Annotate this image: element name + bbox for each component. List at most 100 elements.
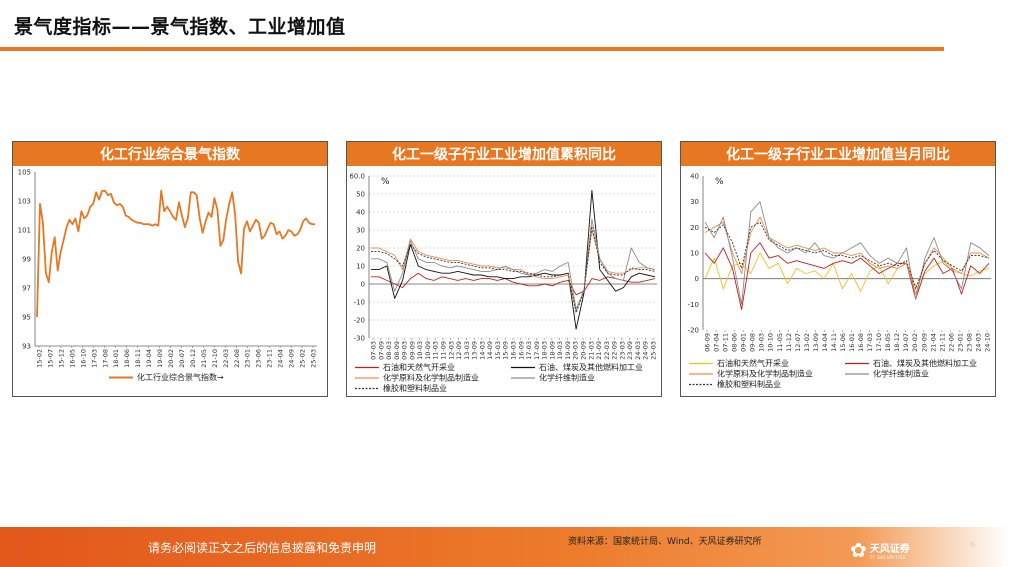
legend-label: 化工行业综合景气指数→ — [137, 372, 224, 382]
x-tick-label: 13-09 — [471, 341, 479, 360]
y-tick-label: -20 — [688, 327, 699, 335]
y-tick-label: 95 — [22, 314, 31, 322]
x-tick-label: 20-09 — [920, 333, 928, 352]
x-tick-label: 21-10 — [211, 349, 219, 368]
x-tick-label: 09-01 — [740, 333, 748, 352]
x-tick-label: 10-03 — [416, 341, 424, 360]
x-tick-label: 13-03 — [463, 341, 471, 360]
chart-title-monthly-yoy: 化工一级子行业工业增加值当月同比 — [681, 142, 995, 166]
logo-flower-icon: ✿ — [850, 538, 867, 562]
x-tick-label: 12-03 — [447, 341, 455, 360]
x-tick-label: 15-02 — [36, 349, 44, 368]
legend-label: 化学原料及化学制品制造业 — [717, 369, 813, 379]
series-line-2 — [704, 242, 990, 310]
x-tick-label: 13-02 — [803, 333, 811, 352]
x-tick-label: 13-09 — [812, 333, 820, 352]
x-tick-label: 17-10 — [875, 333, 883, 352]
x-tick-label: 14-11 — [830, 333, 838, 352]
x-tick-label: 10-10 — [767, 333, 775, 352]
y-tick-label: -10 — [688, 301, 699, 309]
x-tick-label: 21-04 — [929, 333, 937, 352]
y-tick-label: 0 — [361, 281, 365, 289]
x-tick-label: 14-04 — [821, 333, 829, 352]
x-tick-label: 23-06 — [255, 349, 263, 368]
x-tick-label: 24-10 — [984, 333, 992, 352]
x-tick-label: 25-02 — [299, 349, 307, 368]
x-tick-label: 18-05 — [884, 333, 892, 352]
unit-label: % — [381, 177, 390, 187]
x-tick-label: 19-04 — [145, 349, 153, 368]
x-tick-label: 23-11 — [266, 349, 274, 368]
series-line-5 — [704, 221, 990, 290]
x-tick-label: 24-03 — [974, 333, 982, 352]
x-tick-label: 16-08 — [857, 333, 865, 352]
y-tick-label: 20 — [356, 245, 365, 253]
x-tick-label: 17-08 — [101, 349, 109, 368]
x-tick-label: 17-09 — [533, 341, 541, 360]
y-tick-label: 20 — [690, 224, 699, 232]
logo-text-cn: 天风证券 — [869, 544, 910, 555]
x-tick-label: 22-08 — [233, 349, 241, 368]
y-tick-label: 40 — [356, 209, 365, 217]
series-line-1 — [36, 189, 315, 318]
y-tick-label: 50 — [356, 191, 365, 199]
x-tick-label: 07-04 — [713, 333, 721, 352]
x-tick-label: 16-10 — [79, 349, 87, 368]
x-tick-label: 19-07 — [902, 333, 910, 352]
x-tick-label: 07-09 — [377, 341, 385, 360]
legend-label: 橡胶和塑料制品业 — [383, 383, 447, 393]
x-tick-label: 08-09 — [393, 341, 401, 360]
y-tick-label: 99 — [22, 256, 31, 264]
page-number: 6 — [970, 540, 976, 549]
x-tick-label: 18-11 — [134, 349, 142, 368]
y-tick-label: 40 — [690, 173, 699, 181]
company-logo: ✿ 天风证券 TF SECURITIES — [850, 537, 930, 563]
x-tick-label: 21-03 — [587, 341, 595, 360]
series-line-4 — [704, 201, 990, 305]
x-tick-label: 12-09 — [455, 341, 463, 360]
legend-label: 石油、煤炭及其他燃料加工业 — [539, 362, 643, 372]
x-tick-label: 25-03 — [310, 349, 318, 368]
chart-composite-index: 93 95 97 99 101 103 105 15-02 15-07 15-12 16-05 16-… — [18, 169, 318, 383]
y-tick-label: 103 — [18, 198, 31, 206]
y-tick-label: 97 — [22, 285, 31, 293]
x-tick-label: 20-09 — [580, 341, 588, 360]
x-tick-label: 21-09 — [595, 341, 603, 360]
x-tick-label: 08-06 — [731, 333, 739, 352]
series-line-1 — [704, 252, 990, 292]
y-tick-label: -30 — [354, 335, 365, 343]
y-tick-label: 60.0 — [349, 173, 365, 181]
y-tick-label: 93 — [22, 343, 31, 351]
panel-composite-index: 化工行业综合景气指数 93 95 97 99 101 103 105 15-02 15-07 15… — [12, 141, 328, 397]
series-line-1 — [371, 272, 656, 296]
legend-label: 化学原料及化学制品制造业 — [383, 373, 479, 383]
legend-label: 石油和天然气开采业 — [383, 362, 455, 372]
x-tick-label: 18-01 — [112, 349, 120, 368]
x-tick-label: 18-03 — [541, 341, 549, 360]
x-tick-label: 18-06 — [123, 349, 131, 368]
series-line-5 — [371, 225, 656, 314]
legend-label: 石油、煤炭及其他燃料加工业 — [873, 358, 977, 368]
x-tick-label: 17-03 — [866, 333, 874, 352]
x-tick-label: 06-09 — [704, 333, 712, 352]
x-tick-label: 24-09 — [642, 341, 650, 360]
legend-label: 化学纤维制造业 — [539, 373, 595, 383]
x-tick-label: 24-03 — [634, 341, 642, 360]
x-tick-label: 22-03 — [603, 341, 611, 360]
x-tick-label: 07-11 — [722, 333, 730, 352]
x-tick-label: 10-03 — [758, 333, 766, 352]
x-tick-label: 09-03 — [401, 341, 409, 360]
x-tick-label: 21-11 — [938, 333, 946, 352]
x-tick-label: 16-03 — [510, 341, 518, 360]
y-tick-label: 10 — [690, 250, 699, 258]
x-tick-label: 19-09 — [564, 341, 572, 360]
x-tick-label: 11-05 — [776, 333, 784, 352]
x-tick-label: 15-06 — [839, 333, 847, 352]
x-tick-label: 15-03 — [494, 341, 502, 360]
panel-cumulative-yoy: 化工一级子行业工业增加值累积同比 -30 -20 -10 0 10 20 30 40 50 60.… — [346, 141, 662, 397]
x-tick-label: 15-07 — [46, 349, 54, 368]
y-tick-label: 10 — [356, 263, 365, 271]
x-tick-label: 23-01 — [956, 333, 964, 352]
panel-monthly-yoy: 化工一级子行业工业增加值当月同比 -20 -10 0 10 20 30 40% 06-09 07… — [680, 141, 996, 397]
